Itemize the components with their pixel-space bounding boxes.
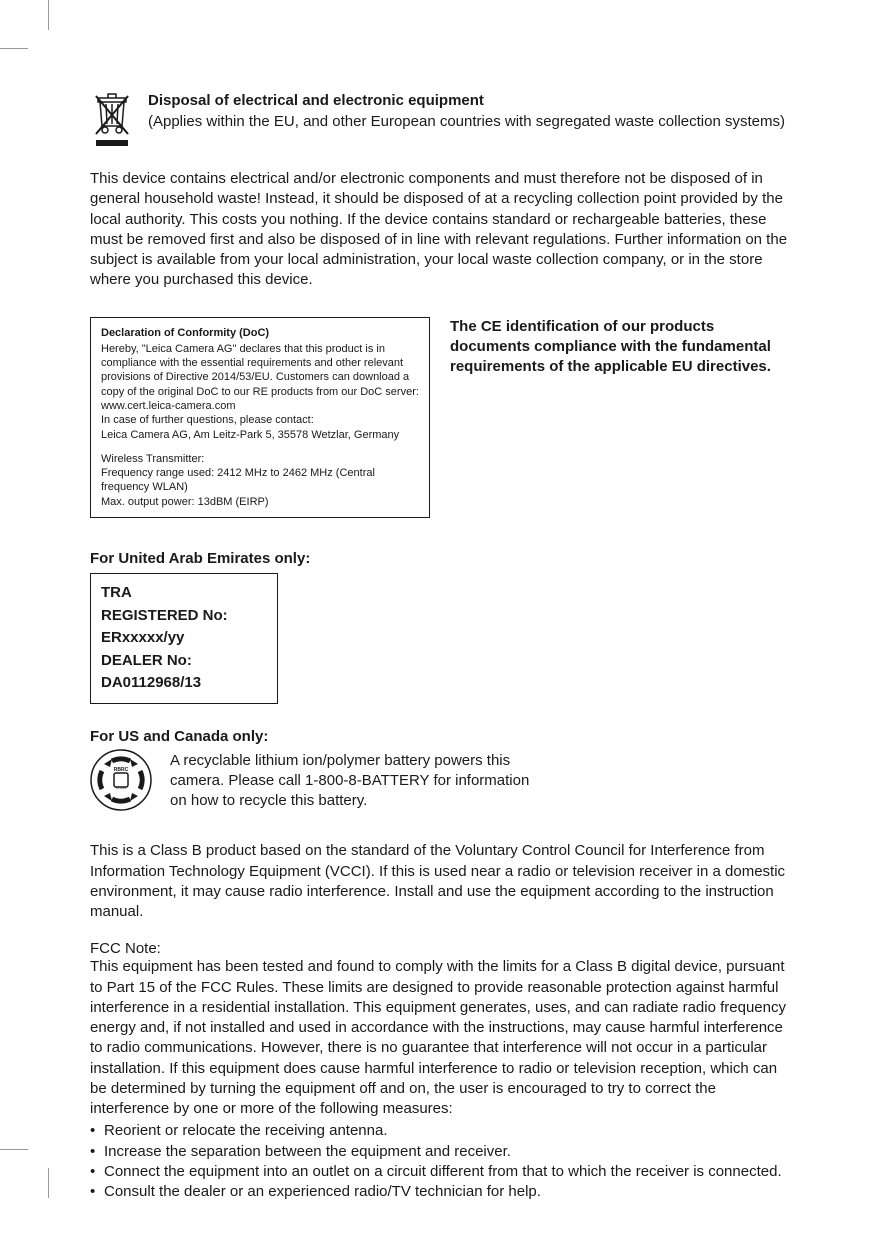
fcc-bullet: Increase the separation between the equi… — [90, 1142, 795, 1162]
fcc-bullet: Reorient or relocate the receiving anten… — [90, 1121, 795, 1141]
disposal-subtitle: (Applies within the EU, and other Europe… — [148, 113, 795, 130]
header-row: Disposal of electrical and electronic eq… — [90, 90, 795, 155]
disposal-title: Disposal of electrical and electronic eq… — [148, 92, 795, 109]
doc-p5: Frequency range used: 2412 MHz to 2462 M… — [101, 466, 419, 495]
ce-statement: The CE identification of our products do… — [450, 317, 795, 519]
doc-box: Declaration of Conformity (DoC) Hereby, … — [90, 317, 430, 519]
uae-heading: For United Arab Emirates only: — [90, 550, 795, 567]
weee-bin-icon — [90, 90, 134, 155]
tra-box: TRA REGISTERED No: ERxxxxx/yy DEALER No:… — [90, 573, 278, 704]
crop-mark — [28, 1148, 50, 1198]
fcc-bullet: Consult the dealer or an experienced rad… — [90, 1182, 795, 1202]
tra-l5: DA0112968/13 — [101, 672, 267, 695]
fcc-heading: FCC Note: — [90, 940, 795, 957]
doc-title: Declaration of Conformity (DoC) — [101, 326, 419, 340]
header-text: Disposal of electrical and electronic eq… — [148, 90, 795, 130]
tra-l3: ERxxxxx/yy — [101, 627, 267, 650]
us-heading: For US and Canada only: — [90, 728, 795, 745]
tra-l4: DEALER No: — [101, 650, 267, 673]
doc-p1: Hereby, "Leica Camera AG" declares that … — [101, 342, 419, 413]
doc-p3: Leica Camera AG, Am Leitz-Park 5, 35578 … — [101, 428, 419, 442]
doc-row: Declaration of Conformity (DoC) Hereby, … — [90, 317, 795, 519]
doc-p2: In case of further questions, please con… — [101, 413, 419, 427]
disposal-paragraph: This device contains electrical and/or e… — [90, 169, 795, 291]
fcc-list: Reorient or relocate the receiving anten… — [90, 1121, 795, 1202]
fcc-bullet: Connect the equipment into an outlet on … — [90, 1162, 795, 1182]
doc-p6: Max. output power: 13dBM (EIRP) — [101, 495, 419, 509]
doc-p4: Wireless Transmitter: — [101, 452, 419, 466]
vcci-paragraph: This is a Class B product based on the s… — [90, 841, 795, 922]
svg-text:Li-ion: Li-ion — [116, 785, 126, 790]
recycle-text: A recyclable lithium ion/polymer battery… — [170, 749, 530, 812]
tra-l1: TRA — [101, 582, 267, 605]
crop-mark — [28, 0, 50, 50]
fcc-body: This equipment has been tested and found… — [90, 957, 795, 1119]
recycle-seal-icon: RBRC Li-ion — [90, 749, 152, 811]
recycle-row: RBRC Li-ion A recyclable lithium ion/pol… — [90, 749, 795, 812]
svg-text:RBRC: RBRC — [114, 767, 129, 773]
tra-l2: REGISTERED No: — [101, 605, 267, 628]
page-content: Disposal of electrical and electronic eq… — [0, 0, 885, 1252]
